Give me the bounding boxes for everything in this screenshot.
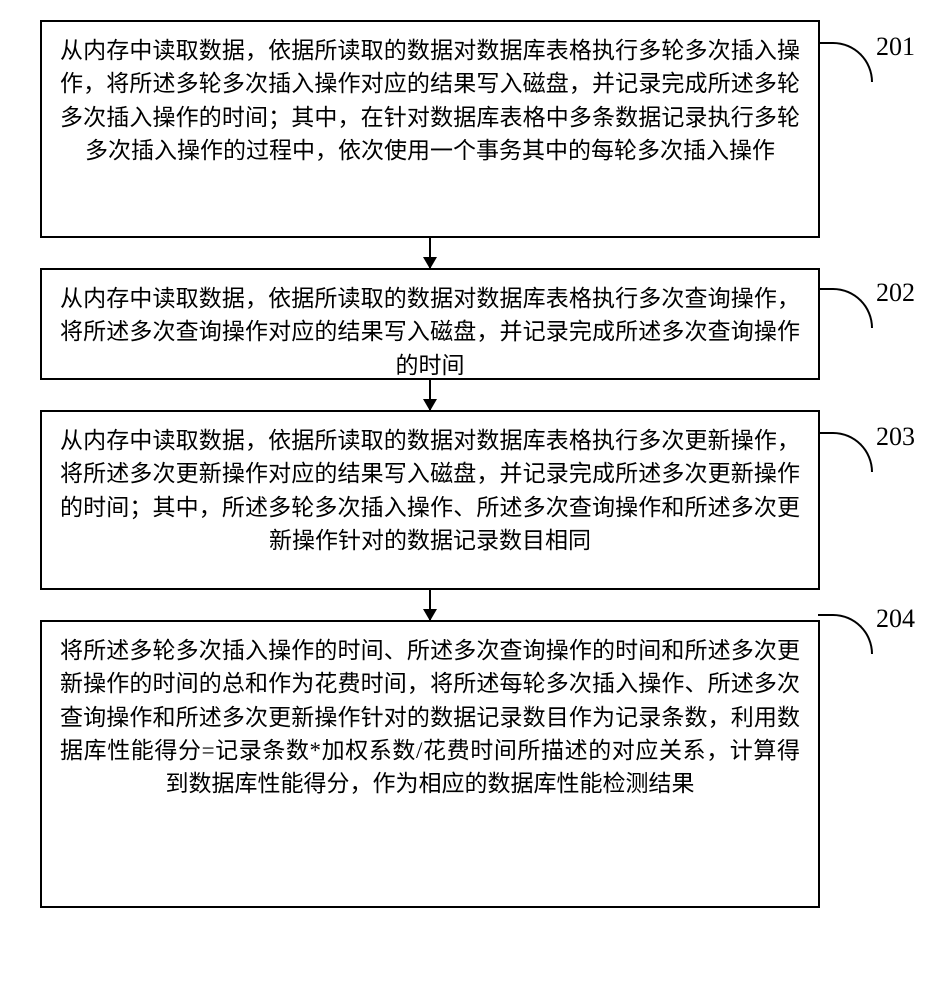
label-curve <box>818 288 873 328</box>
step-label: 202 <box>876 274 915 312</box>
step-label: 203 <box>876 418 915 456</box>
flow-connector <box>429 380 431 410</box>
flow-connector <box>429 590 431 620</box>
step-label-group: 201 <box>818 42 925 82</box>
flowchart-container: 从内存中读取数据，依据所读取的数据对数据库表格执行多轮多次插入操作，将所述多轮多… <box>40 20 820 908</box>
step-label: 201 <box>876 28 915 66</box>
step-text: 从内存中读取数据，依据所读取的数据对数据库表格执行多次更新操作，将所述多次更新操… <box>60 428 800 553</box>
step-label-group: 203 <box>818 432 925 472</box>
step-text: 从内存中读取数据，依据所读取的数据对数据库表格执行多次查询操作，将所述多次查询操… <box>60 286 800 378</box>
step-text: 将所述多轮多次插入操作的时间、所述多次查询操作的时间和所述多次更新操作的时间的总… <box>60 638 800 796</box>
step-label-group: 204 <box>818 614 925 654</box>
label-curve <box>818 42 873 82</box>
step-label-group: 202 <box>818 288 925 328</box>
flow-step-201: 从内存中读取数据，依据所读取的数据对数据库表格执行多轮多次插入操作，将所述多轮多… <box>40 20 820 238</box>
label-curve <box>818 614 873 654</box>
flow-step-203: 从内存中读取数据，依据所读取的数据对数据库表格执行多次更新操作，将所述多次更新操… <box>40 410 820 590</box>
flow-connector <box>429 238 431 268</box>
step-text: 从内存中读取数据，依据所读取的数据对数据库表格执行多轮多次插入操作，将所述多轮多… <box>60 38 800 163</box>
flow-step-202: 从内存中读取数据，依据所读取的数据对数据库表格执行多次查询操作，将所述多次查询操… <box>40 268 820 380</box>
flow-step-204: 将所述多轮多次插入操作的时间、所述多次查询操作的时间和所述多次更新操作的时间的总… <box>40 620 820 908</box>
step-label: 204 <box>876 600 915 638</box>
label-curve <box>818 432 873 472</box>
